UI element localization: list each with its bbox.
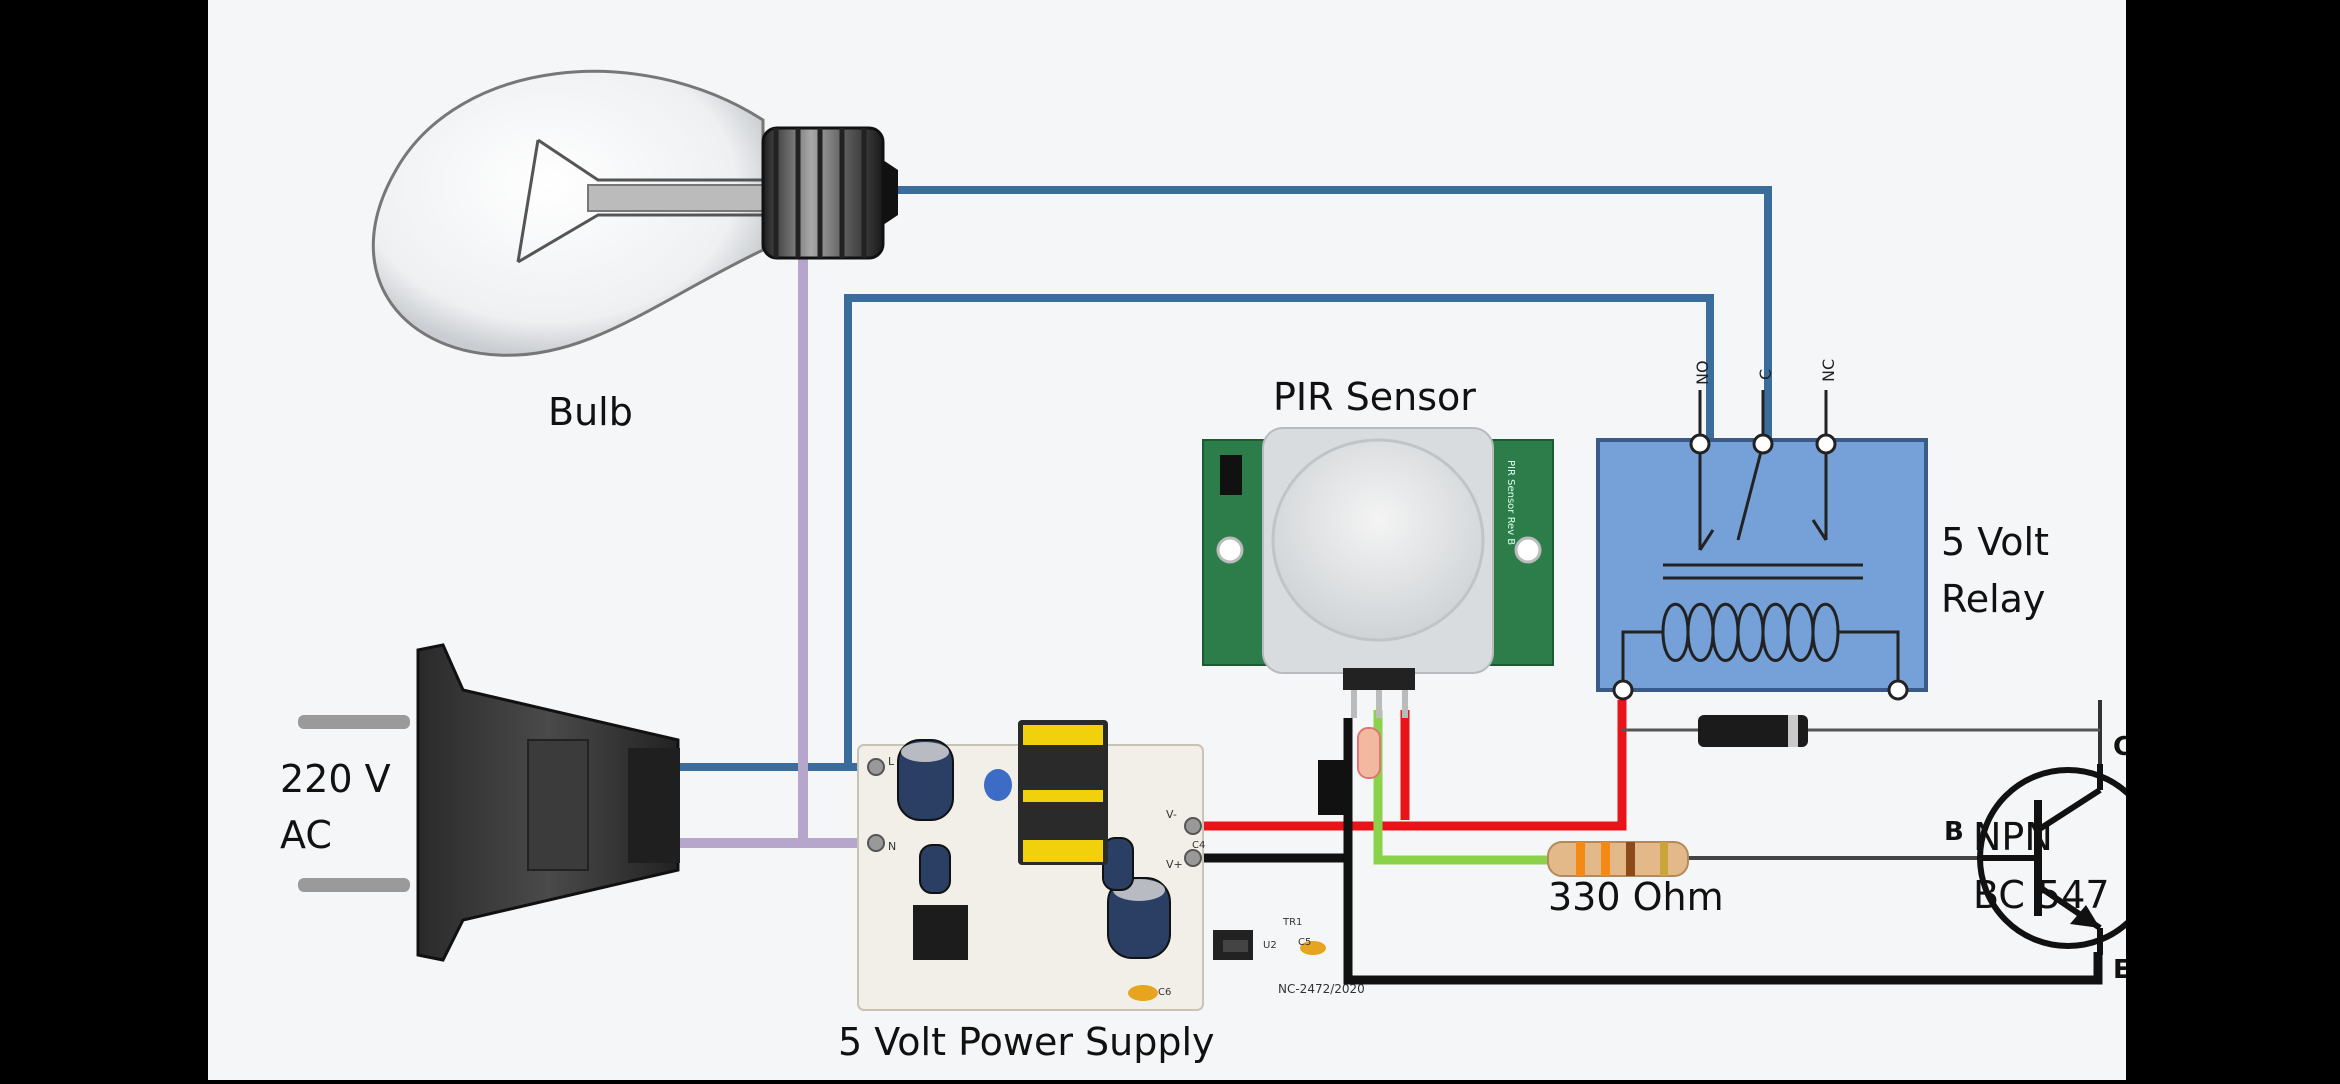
npn-label-line1: NPN [1973,815,2053,859]
transistor-b-label: B [1944,817,1964,847]
relay-terminal-coil-right [1887,679,1909,701]
pcb-terminal-vminus [1184,817,1202,835]
transformer-core-mid [1023,790,1103,802]
pir-dome [1271,438,1485,642]
pcb-label-vminus: V- [1166,808,1177,821]
ac-label-line1: 220 V [280,757,391,801]
pir-label: PIR Sensor [1273,375,1476,419]
wire-relay-no-to-live [844,294,1714,767]
pcb-label-c6: C6 [1158,987,1171,998]
relay: NO C NC [1596,359,1928,701]
bulb-filament [516,138,763,264]
diode-body [1698,715,1808,747]
bulb-glass [371,69,765,357]
plug-pin-top [298,715,410,729]
pcb-code: NC-2472/2020 [1278,982,1365,996]
ac-label-line2: AC [280,813,332,857]
relay-label-line2: Relay [1941,577,2045,621]
pcb-terminal-vplus [1184,849,1202,867]
plug-grip [527,739,589,871]
pcb-label-tr1: TR1 [1282,917,1302,928]
resistor-band-2 [1601,842,1610,876]
pir-board-text: PIR Sensor Rev B [1505,460,1516,545]
relay-nc-tip [1811,519,1828,541]
pir-pin-2 [1376,690,1382,718]
pcb-label-l: L [888,755,895,768]
transistor-c-label: C [2113,732,2126,762]
diode [1698,715,1808,747]
transformer-core-top [1023,725,1103,745]
bulb [371,69,898,357]
wire-bulb-to-relay-c [898,186,1772,440]
rectifier [1223,940,1248,952]
circuit-diagram: Bulb 220 V AC L N V- V+ [280,69,2159,1064]
pcb-label-c4: C4 [1192,840,1205,851]
pcb-terminal-l [867,758,885,776]
diagram-canvas: Bulb 220 V AC L N V- V+ [208,0,2159,1080]
resistor-band-3 [1626,842,1635,876]
relay-coil [1621,602,1900,690]
relay-no-tip [1698,529,1715,551]
wire-red-supply [1193,700,1627,831]
relay-nc-label: NC [1819,359,1838,382]
plug-collar [628,748,680,863]
pir-header [1343,668,1415,690]
pcb-label-vplus: V+ [1166,858,1183,871]
wire-black-ground [1343,718,2103,985]
bulb-stem [587,184,764,212]
pcb-terminal-n [867,834,885,852]
pcb-cap-yellow [1128,985,1158,1001]
pir-mount-hole-left [1216,536,1244,564]
transistor [1977,764,2159,955]
resistor-label: 330 Ohm [1548,875,1724,919]
capacitor-1-top [901,742,949,762]
ic-chip [913,905,968,960]
relay-label-line1: 5 Volt [1941,520,2049,564]
pcb-diode-small [1318,760,1346,815]
relay-terminal-c [1752,433,1774,455]
pcb-led [1357,727,1381,779]
ac-plug [298,643,680,962]
pcb-label-c5: C5 [1298,937,1311,948]
capacitor-4 [919,844,951,894]
bulb-label: Bulb [548,390,633,434]
pir-sensor: PIR Sensor Rev B [1202,427,1554,718]
resistor-band-1 [1576,842,1585,876]
pir-mount-hole-right [1514,536,1542,564]
pir-pin-3 [1402,690,1408,718]
power-supply-label: 5 Volt Power Supply [838,1020,1215,1064]
transistor-emitter-arrow [2070,905,2100,928]
resistor-band-4 [1660,842,1668,876]
capacitor-blue [984,769,1012,801]
relay-terminal-coil-left [1612,679,1634,701]
relay-c-label: C [1756,369,1775,380]
pir-jumper [1220,455,1242,495]
power-supply-board: L N V- V+ [857,720,1381,1011]
npn-label-line2: BC 547 [1973,873,2110,917]
relay-no-label: NO [1693,360,1712,385]
relay-armature [1736,443,1765,541]
pir-pin-1 [1351,690,1357,718]
transformer-core-bottom [1023,840,1103,862]
bulb-contact [883,160,898,225]
transistor-e-label: E [2113,955,2126,985]
pcb-label-u2: U2 [1263,940,1277,951]
transistor-collector-lead [2036,787,2102,833]
relay-terminal-nc [1815,433,1837,455]
pcb-label-n: N [888,840,896,853]
diode-band [1788,715,1798,747]
relay-terminal-no [1689,433,1711,455]
plug-pin-bottom [298,878,410,892]
pcb-cap-yellow-2 [1300,941,1326,955]
resistor [1547,841,1689,877]
